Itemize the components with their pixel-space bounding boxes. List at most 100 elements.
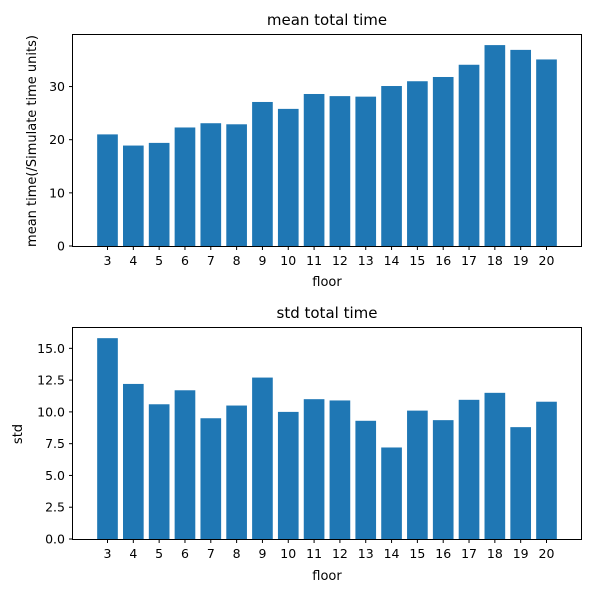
y-tick-label: 15.0	[37, 341, 65, 356]
x-axis-label: floor	[312, 275, 342, 290]
x-tick-label: 8	[233, 546, 241, 561]
bar-4	[123, 145, 144, 246]
bar-13	[355, 96, 377, 247]
y-tick-label: 7.5	[45, 436, 65, 451]
y-tick-label: 2.5	[45, 500, 65, 515]
x-tick-label: 19	[513, 253, 529, 268]
y-tick-label: 10	[49, 185, 65, 200]
x-tick-label: 8	[233, 253, 241, 268]
y-axis-label: mean time(/Simulate time units)	[25, 35, 40, 247]
x-tick-label: 7	[207, 546, 215, 561]
x-tick-label: 11	[306, 253, 322, 268]
bar-16	[432, 420, 454, 539]
x-tick-label: 20	[539, 253, 555, 268]
plot-frame	[72, 327, 582, 540]
bar-18	[484, 392, 506, 539]
bar-series	[97, 45, 557, 247]
x-tick-label: 14	[384, 253, 400, 268]
y-tick-label: 0.0	[45, 532, 65, 547]
chart-std-total-time: std total time floor std 3 4 5 6 7 8 9 10 11 12 13…	[11, 304, 582, 584]
x-tick-label: 10	[280, 546, 296, 561]
bar-19	[510, 427, 532, 539]
bar-11	[303, 93, 325, 247]
bar-20	[536, 59, 557, 247]
bar-13	[355, 420, 377, 539]
x-tick-label: 12	[332, 546, 348, 561]
y-axis-label: std	[11, 424, 26, 444]
bar-7	[200, 123, 222, 246]
bar-18	[484, 45, 506, 246]
bar-12	[329, 400, 351, 539]
x-tick-label: 19	[513, 546, 529, 561]
x-tick-label: 9	[258, 253, 266, 268]
x-tick-label: 6	[181, 253, 189, 268]
x-tick-label: 3	[104, 253, 112, 268]
y-tick-label: 20	[49, 132, 65, 147]
bar-6	[174, 390, 196, 539]
y-tick-label: 12.5	[37, 373, 65, 388]
x-tick-label: 16	[435, 253, 451, 268]
y-tick-label: 10.0	[37, 404, 65, 419]
x-tick-label: 13	[358, 253, 374, 268]
x-tick-label: 3	[104, 546, 112, 561]
y-axis-ticks: 0.0 2.5 5.0 7.5 10.0 12.5 15.0	[37, 341, 73, 547]
x-tick-label: 9	[258, 546, 266, 561]
x-tick-label: 15	[409, 546, 425, 561]
bar-17	[458, 64, 480, 246]
x-tick-label: 18	[487, 546, 503, 561]
y-axis-ticks: 0 10 20 30	[49, 79, 73, 254]
x-tick-label: 4	[129, 253, 137, 268]
bar-12	[329, 96, 351, 247]
y-tick-label: 0	[57, 239, 65, 254]
bar-6	[174, 127, 196, 246]
x-axis-ticks: 3 4 5 6 7 8 9 10 11 12 13 14 15 16 17 18 19 20	[104, 539, 555, 561]
bar-19	[510, 49, 532, 246]
x-tick-label: 11	[306, 546, 322, 561]
bar-10	[277, 411, 299, 539]
bar-15	[407, 81, 428, 247]
x-tick-label: 10	[280, 253, 296, 268]
bar-7	[200, 418, 222, 539]
x-tick-label: 17	[461, 253, 477, 268]
x-tick-label: 18	[487, 253, 503, 268]
x-tick-label: 13	[358, 546, 374, 561]
x-tick-label: 5	[155, 253, 163, 268]
y-tick-label: 5.0	[45, 468, 65, 483]
bar-4	[123, 383, 144, 539]
x-tick-label: 7	[207, 253, 215, 268]
x-tick-label: 12	[332, 253, 348, 268]
bar-series	[97, 338, 557, 539]
bar-8	[226, 405, 247, 539]
bar-14	[381, 447, 402, 539]
bar-20	[536, 401, 557, 539]
plot-frame	[72, 34, 582, 247]
chart-title: mean total time	[267, 11, 387, 29]
bar-3	[97, 134, 118, 246]
bar-8	[226, 124, 247, 246]
chart-title: std total time	[277, 304, 378, 322]
bar-17	[458, 399, 480, 539]
y-tick-label: 30	[49, 79, 65, 94]
x-tick-label: 5	[155, 546, 163, 561]
x-tick-label: 20	[539, 546, 555, 561]
x-axis-label: floor	[312, 569, 342, 584]
bar-9	[252, 377, 273, 539]
x-axis-ticks: 3 4 5 6 7 8 9 10 11 12 13 14 15 16 17 18 19 20	[104, 246, 555, 268]
bar-5	[148, 404, 170, 539]
x-tick-label: 4	[129, 546, 137, 561]
bar-3	[97, 338, 118, 539]
bar-15	[407, 410, 428, 539]
bar-5	[148, 142, 170, 246]
bar-14	[381, 86, 402, 247]
x-tick-label: 14	[384, 546, 400, 561]
x-tick-label: 15	[409, 253, 425, 268]
bar-9	[252, 101, 273, 246]
chart-mean-total-time: mean total time floor mean time(/Simulat…	[25, 11, 582, 290]
x-tick-label: 6	[181, 546, 189, 561]
x-tick-label: 17	[461, 546, 477, 561]
bar-11	[303, 399, 325, 539]
bar-10	[277, 108, 299, 246]
x-tick-label: 16	[435, 546, 451, 561]
bar-16	[432, 76, 454, 247]
